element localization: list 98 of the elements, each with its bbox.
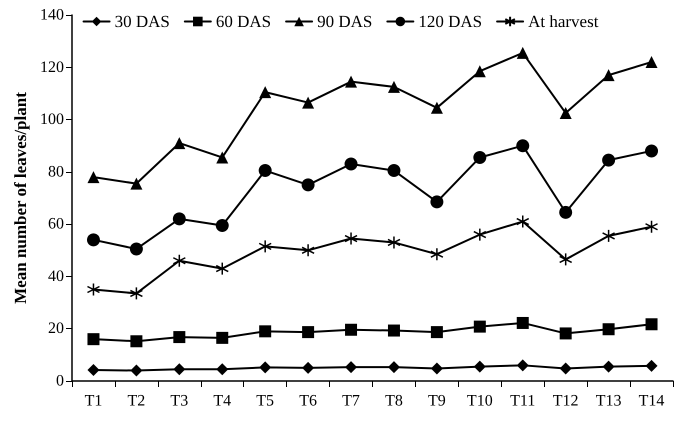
point: [130, 178, 142, 190]
point: [602, 229, 616, 243]
point: [345, 324, 358, 336]
point: [302, 178, 315, 192]
point: [430, 362, 443, 374]
y-tick-label: 40: [48, 268, 64, 285]
y-axis-title: Mean number of leaves/plant: [11, 92, 30, 304]
point: [516, 316, 529, 329]
y-tick-label: 60: [48, 216, 64, 233]
y-tick-label: 80: [48, 163, 64, 180]
point: [301, 244, 315, 258]
point: [559, 206, 572, 219]
point: [602, 154, 616, 167]
point: [216, 151, 228, 164]
point: [216, 363, 228, 376]
point: [516, 139, 530, 152]
x-tick-label: T1: [84, 392, 102, 410]
x-tick-label: T3: [170, 392, 188, 410]
point: [259, 361, 272, 374]
point: [388, 80, 400, 93]
point: [430, 326, 443, 338]
point: [345, 361, 358, 374]
legend-label: 120 DAS: [418, 12, 482, 31]
point: [216, 262, 229, 276]
point: [87, 364, 100, 376]
point: [258, 164, 272, 178]
point: [173, 137, 186, 150]
point: [602, 69, 615, 82]
point: [560, 327, 572, 340]
x-tick-label: T5: [256, 392, 274, 410]
point: [259, 86, 272, 98]
point: [259, 325, 272, 338]
point: [430, 102, 443, 114]
point: [388, 361, 400, 374]
point: [516, 214, 530, 228]
point: [644, 220, 658, 234]
x-tick-label: T11: [510, 392, 536, 410]
point: [646, 360, 658, 372]
point: [560, 107, 572, 120]
point: [602, 323, 615, 336]
point: [516, 359, 529, 372]
point: [173, 331, 186, 344]
point: [388, 324, 400, 337]
point: [646, 318, 658, 330]
point: [474, 320, 486, 333]
point: [216, 218, 229, 232]
point: [646, 56, 658, 68]
point: [302, 96, 314, 109]
point: [87, 171, 100, 184]
point: [130, 335, 142, 348]
point: [172, 212, 186, 226]
x-tick-label: T6: [299, 392, 317, 410]
point: [344, 158, 358, 171]
point: [474, 65, 486, 78]
point: [258, 240, 272, 254]
y-tick-label: 140: [40, 6, 64, 24]
x-tick-label: T13: [596, 392, 622, 410]
point: [473, 228, 487, 242]
point: [387, 236, 401, 250]
x-tick-label: T2: [128, 392, 146, 410]
point: [345, 76, 358, 88]
point: [344, 232, 358, 246]
point: [558, 252, 572, 266]
point: [430, 195, 444, 208]
point: [602, 360, 615, 373]
point: [516, 46, 529, 59]
x-tick-label: T8: [385, 392, 403, 410]
legend-label: 90 DAS: [317, 12, 372, 31]
point: [130, 286, 144, 300]
y-tick-label: 0: [56, 372, 64, 390]
point: [302, 362, 314, 374]
point: [87, 333, 100, 346]
x-tick-label: T10: [466, 392, 493, 410]
point: [216, 332, 228, 344]
y-tick-label: 100: [40, 111, 64, 128]
point: [302, 326, 314, 338]
point: [645, 144, 658, 158]
point: [172, 254, 186, 268]
point: [173, 363, 186, 376]
point: [473, 150, 486, 164]
point: [560, 362, 572, 374]
x-tick-label: T4: [213, 392, 232, 410]
point: [86, 233, 100, 246]
point: [387, 164, 400, 178]
point: [430, 247, 444, 261]
y-tick-label: 120: [40, 58, 64, 76]
point: [130, 364, 142, 377]
legend-label: At harvest: [528, 12, 599, 31]
legend-label: 60 DAS: [216, 12, 272, 31]
legend-label: 30 DAS: [114, 12, 170, 31]
x-tick-label: T14: [638, 392, 664, 410]
x-tick-label: T12: [552, 392, 579, 410]
point: [130, 242, 143, 256]
x-tick-label: T7: [342, 392, 360, 410]
point: [86, 282, 100, 296]
x-tick-label: T9: [428, 392, 446, 410]
point: [474, 360, 486, 373]
y-tick-label: 20: [48, 320, 64, 338]
